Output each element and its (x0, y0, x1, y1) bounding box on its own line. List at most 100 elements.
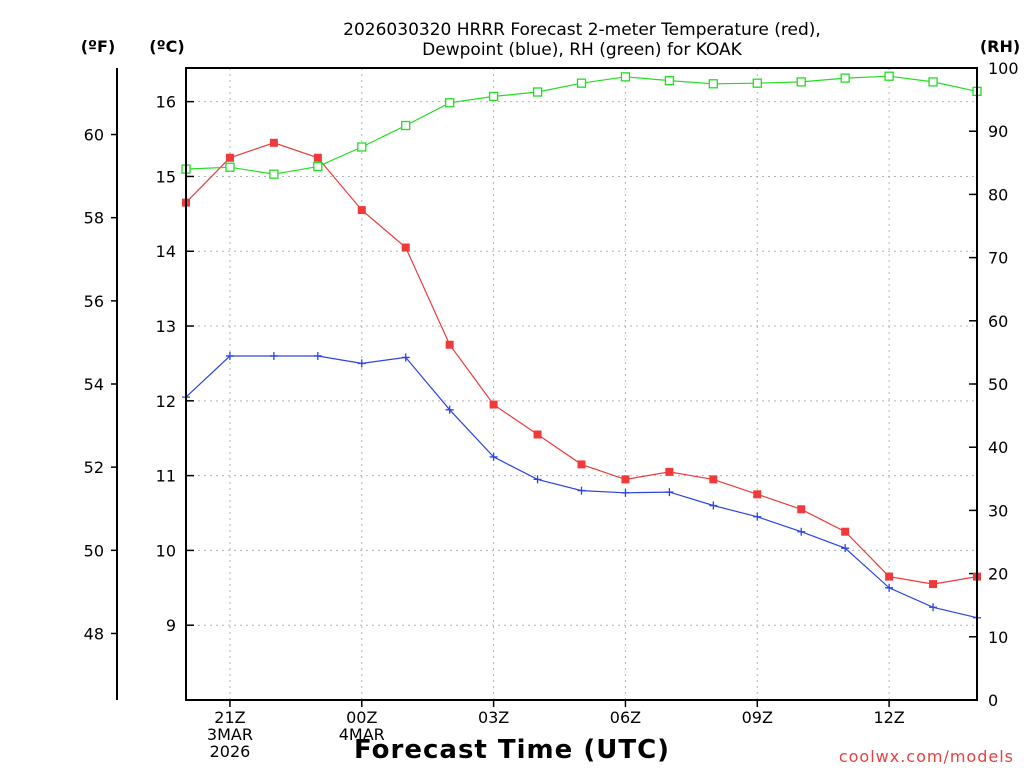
temperature-point (797, 505, 806, 514)
x-tick-label: 2026 (210, 742, 251, 761)
rh-point (269, 169, 279, 179)
data-series (181, 71, 982, 622)
rh-point (401, 120, 411, 131)
rh-point (357, 142, 367, 152)
celsius-tick-label: 10 (156, 541, 176, 560)
celsius-tick-label: 16 (156, 93, 176, 112)
fahrenheit-tick-label: 52 (84, 458, 104, 477)
temperature-point (621, 475, 630, 484)
temperature-point (885, 572, 894, 581)
dewpoint-point (357, 359, 366, 368)
rh-unit-label: (RH) (980, 37, 1020, 56)
temperature-series (182, 138, 981, 589)
rh-tick-label: 60 (988, 312, 1008, 331)
celsius-tick-label: 11 (156, 467, 176, 486)
chart-title-line-1: 2026030320 HRRR Forecast 2-meter Tempera… (343, 20, 821, 40)
rh-tick-label: 0 (988, 691, 998, 710)
x-tick-label: 21Z (214, 708, 245, 727)
rh-tick-label: 100 (988, 59, 1019, 78)
fahrenheit-tick-label: 50 (84, 541, 104, 560)
celsius-tick-label: 13 (156, 317, 176, 336)
temperature-line (185, 142, 978, 585)
dewpoint-point (929, 603, 938, 612)
dewpoint-point (621, 488, 630, 497)
celsius-tick-label: 14 (156, 242, 176, 261)
fahrenheit-tick-label: 58 (84, 209, 104, 228)
rh-tick-label: 80 (988, 185, 1008, 204)
x-tick-label: 4MAR (339, 725, 385, 744)
rh-point (225, 162, 235, 172)
x-tick-label: 3MAR (207, 725, 253, 744)
temperature-point (489, 400, 498, 409)
temperature-point (401, 243, 410, 252)
x-axis-title: Forecast Time (UTC) (354, 735, 670, 765)
dewpoint-point (753, 512, 762, 521)
dewpoint-point (665, 488, 674, 497)
rh-point (884, 71, 894, 81)
rh-series (181, 71, 982, 179)
celsius-tick-label: 12 (156, 392, 176, 411)
rh-point (313, 161, 323, 172)
fahrenheit-tick-label: 48 (84, 624, 104, 643)
rh-line (185, 75, 978, 175)
rh-tick-label: 10 (988, 628, 1008, 647)
temperature-point (313, 153, 322, 162)
rh-point (752, 78, 762, 88)
dewpoint-point (489, 452, 498, 461)
x-tick-label: 00Z (346, 708, 377, 727)
celsius-unit-label: (ºC) (149, 37, 184, 56)
temperature-point (753, 490, 762, 499)
fahrenheit-tick-label: 54 (84, 375, 104, 394)
dewpoint-point (577, 486, 586, 495)
fahrenheit-tick-label: 56 (84, 292, 104, 311)
x-tick-label: 03Z (478, 708, 509, 727)
rh-tick-label: 50 (988, 375, 1008, 394)
dewpoint-point (841, 544, 850, 553)
rh-point (445, 98, 455, 108)
rh-point (928, 77, 938, 87)
temperature-point (577, 460, 586, 469)
site-credit: coolwx.com/models (839, 747, 1014, 766)
grid-lines (186, 68, 977, 700)
rh-tick-label: 90 (988, 122, 1008, 141)
temperature-point (665, 467, 674, 476)
temperature-point (533, 430, 542, 439)
temperature-point (445, 340, 454, 349)
rh-point (796, 77, 806, 87)
dewpoint-point (313, 351, 322, 360)
celsius-tick-label: 9 (166, 616, 176, 635)
x-tick-label: 09Z (742, 708, 773, 727)
dewpoint-point (533, 475, 542, 484)
dewpoint-point (401, 353, 410, 362)
dewpoint-point (269, 351, 278, 360)
dewpoint-point (225, 351, 234, 360)
temperature-point (929, 580, 938, 589)
plot-frame (185, 67, 978, 701)
chart-title-line-2: Dewpoint (blue), RH (green) for KOAK (422, 40, 743, 60)
dewpoint-point (797, 527, 806, 536)
fahrenheit-unit-label: (ºF) (81, 37, 116, 56)
celsius-tick-label: 15 (156, 167, 176, 186)
rh-point (840, 73, 850, 83)
dewpoint-point (885, 583, 894, 592)
rh-tick-label: 40 (988, 438, 1008, 457)
rh-tick-label: 30 (988, 501, 1008, 520)
x-tick-label: 12Z (873, 708, 904, 727)
temperature-point (269, 138, 278, 147)
rh-point (620, 72, 631, 82)
dewpoint-point (445, 405, 454, 414)
temperature-point (709, 475, 718, 484)
fahrenheit-tick-label: 60 (84, 126, 104, 145)
rh-point (532, 87, 543, 97)
dewpoint-point (709, 501, 718, 510)
dewpoint-series (182, 351, 981, 622)
rh-point (708, 79, 718, 89)
temperature-point (841, 527, 850, 536)
rh-point (488, 91, 499, 102)
rh-point (664, 75, 675, 86)
x-tick-label: 06Z (610, 708, 641, 727)
temperature-point (225, 153, 234, 162)
temperature-point (357, 206, 366, 215)
